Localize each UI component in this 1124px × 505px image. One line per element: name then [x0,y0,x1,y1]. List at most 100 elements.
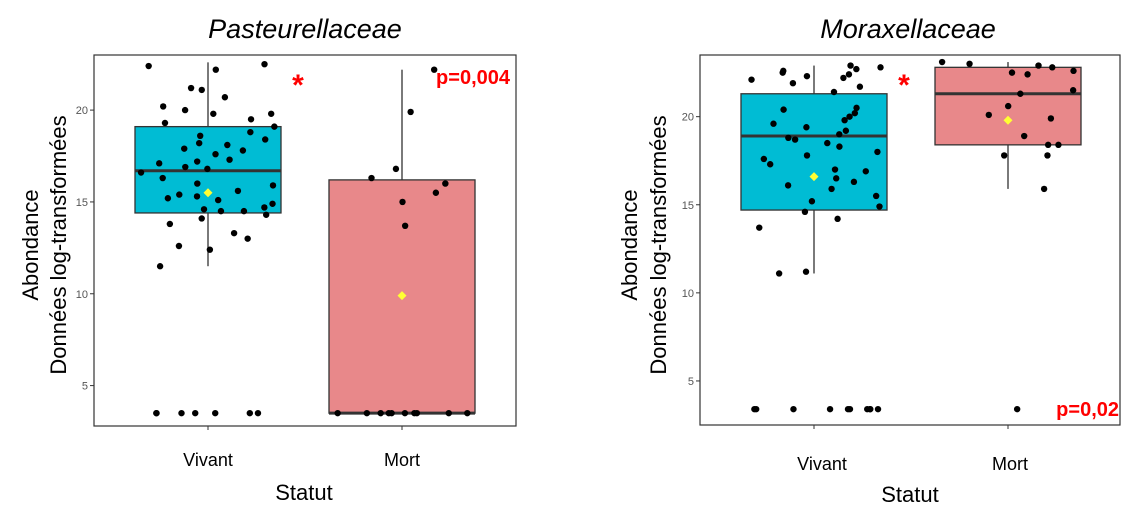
data-point [845,71,853,78]
data-point [182,163,189,171]
data-point [790,405,797,413]
data-point [198,215,205,222]
data-point [803,124,810,131]
data-point [780,106,787,113]
data-point [194,180,201,187]
data-point [197,132,204,140]
data-point [1004,102,1012,110]
data-point [212,409,219,417]
data-point [246,409,254,417]
data-point [388,409,395,417]
data-point [834,215,841,223]
data-point [856,83,864,90]
data-point [874,148,881,156]
data-point [159,103,167,110]
data-point [195,139,203,147]
data-point [801,208,809,216]
data-point [247,128,254,136]
data-point [803,152,811,159]
data-point [844,405,852,413]
data-point [164,195,172,202]
data-point [1070,67,1077,75]
y-tick-label: 5 [688,376,694,388]
data-point [234,187,242,195]
data-point [432,189,440,196]
data-point [192,409,199,417]
data-point [161,119,169,127]
data-point [247,116,255,123]
data-point [368,174,375,182]
data-point [1044,152,1051,159]
data-point [760,155,768,163]
data-point [187,84,195,92]
data-point [1020,132,1028,140]
data-point [239,147,247,154]
data-point [836,131,843,138]
y-axis-label-line1: Abondance [18,189,43,300]
data-point [1017,90,1024,97]
data-point [791,136,799,143]
data-point [824,139,831,147]
data-point [826,405,834,413]
data-point [867,405,874,413]
mean-marker [809,172,819,182]
x-tick-label-mort: Mort [992,454,1028,474]
data-point [770,120,777,127]
data-point [377,409,384,417]
data-point [775,270,783,277]
data-point [785,134,792,142]
y-tick-label: 20 [76,105,88,117]
data-point [210,110,217,117]
y-tick-label: 15 [76,197,88,209]
data-point [153,409,160,417]
data-point [1055,141,1062,149]
y-axis-label-line2: Données log-transformées [646,115,671,374]
data-point [846,113,853,120]
data-point [175,242,183,250]
x-tick-label-vivant: Vivant [797,454,847,474]
mean-marker [397,291,407,301]
data-point [789,79,797,87]
data-point [1044,141,1052,149]
data-point [269,200,276,207]
data-point [399,198,406,206]
data-point [214,196,222,204]
data-point [833,175,840,182]
y-axis-label-line1: Abondance [617,189,642,300]
data-point [230,229,238,237]
data-point [872,192,880,200]
data-point [176,191,183,198]
data-point [193,193,201,200]
data-point [1008,69,1016,76]
chart-moraxellaceae: Moraxellaceae Abondance Données log-tran… [617,14,1121,505]
data-point [262,136,269,143]
data-point [847,62,854,69]
data-point [840,74,847,82]
y-axis-label-line2: Données log-transformées [46,115,71,374]
data-point [181,145,188,152]
data-point [254,409,262,417]
data-point [363,409,371,417]
data-point [853,65,860,73]
data-point [267,110,275,117]
chart-pasteurellaceae: Pasteurellaceae Abondance Données log-tr… [18,14,517,505]
x-axis-label: Statut [881,482,938,505]
data-point [166,220,174,228]
y-tick-label: 10 [682,288,694,300]
data-point [206,246,214,253]
data-point [851,109,859,117]
data-point [985,111,993,119]
data-point [464,409,471,417]
data-point [145,62,152,70]
data-point [876,203,883,210]
p-value-annotation: p=0,02 [1056,399,1119,421]
data-point [803,72,811,80]
y-tick-label: 10 [76,289,88,301]
data-point [401,222,409,230]
data-point [748,76,755,83]
data-point [407,108,414,116]
data-point [779,69,786,76]
data-point [178,409,185,417]
data-point [261,204,268,211]
